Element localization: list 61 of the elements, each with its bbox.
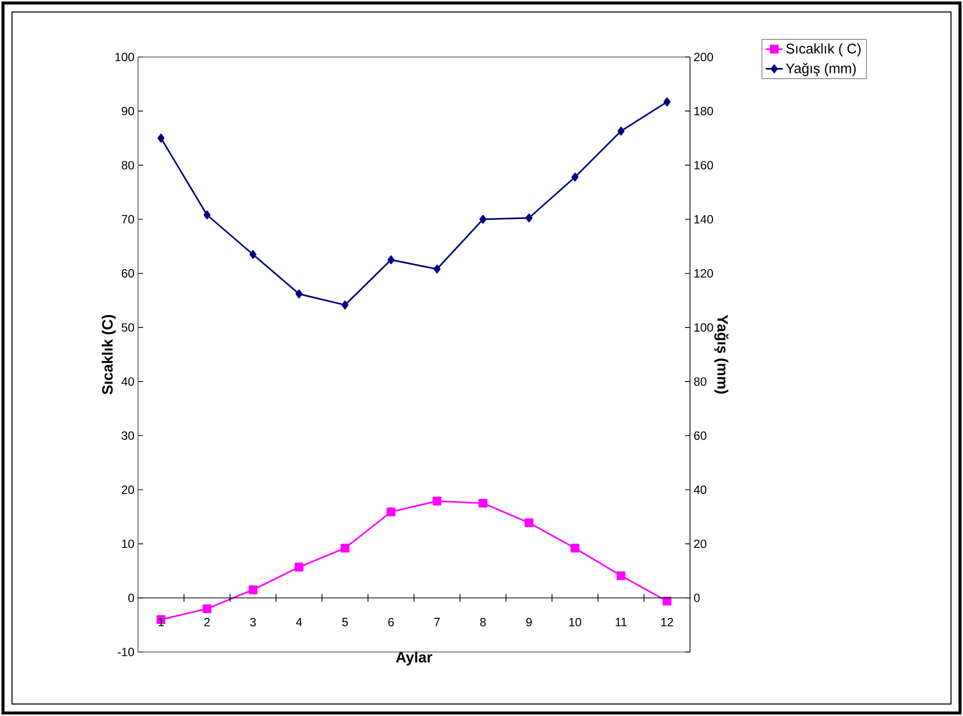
y2-tick-label: 0 xyxy=(694,594,700,602)
y-tick-label: 10 xyxy=(122,540,134,548)
y-tick-label: 50 xyxy=(122,323,134,332)
point xyxy=(664,97,671,106)
legend-label: Yağış (mm) xyxy=(786,62,856,76)
x-tick-label: 2 xyxy=(204,618,210,626)
y-tick-label: 60 xyxy=(122,269,134,278)
point xyxy=(158,134,165,143)
point xyxy=(202,604,212,614)
y-axis-title: Sıcaklık (C) xyxy=(102,314,116,394)
y-tick-label: -10 xyxy=(118,648,134,656)
y2-tick-label: 120 xyxy=(694,269,714,278)
y2-tick-label: 160 xyxy=(694,160,714,170)
y-tick-label: 30 xyxy=(122,431,134,440)
point xyxy=(296,290,303,298)
x-tick-label: 10 xyxy=(569,618,582,626)
x-axis-title: Aylar xyxy=(396,652,432,666)
y-tick-label: 90 xyxy=(122,106,134,116)
point xyxy=(432,496,442,506)
point xyxy=(478,498,488,508)
y2-tick-label: 180 xyxy=(694,106,714,116)
point xyxy=(204,210,211,220)
point xyxy=(616,571,626,580)
y2-tick-label: 140 xyxy=(694,215,714,224)
point xyxy=(480,214,487,224)
point xyxy=(388,255,395,264)
x-tick-label: 7 xyxy=(434,618,440,626)
x-tick-label: 11 xyxy=(616,618,627,626)
legend-label: Sıcaklık ( C) xyxy=(786,43,861,56)
point xyxy=(248,585,258,594)
y2-tick-label: 20 xyxy=(694,540,706,548)
point xyxy=(572,172,579,182)
point xyxy=(526,214,533,222)
point xyxy=(570,544,580,553)
y2-axis-title: Yağış (mm) xyxy=(714,314,728,394)
y2-tick-label: 200 xyxy=(694,52,714,62)
x-tick-label: 9 xyxy=(526,618,532,626)
y2-tick-label: 80 xyxy=(694,377,706,386)
y-tick-label: 70 xyxy=(122,215,134,224)
point xyxy=(524,518,534,528)
y2-tick-label: 100 xyxy=(694,323,714,332)
y-tick-label: 40 xyxy=(121,377,134,386)
point xyxy=(250,250,257,259)
y-tick-label: 80 xyxy=(122,160,134,170)
x-tick-label: 5 xyxy=(342,618,348,626)
y2-tick-label: 60 xyxy=(694,431,706,440)
x-tick-label: 6 xyxy=(388,618,394,626)
x-tick-label: 8 xyxy=(480,618,486,626)
point xyxy=(386,508,396,516)
point xyxy=(340,544,350,553)
x-tick-label: 3 xyxy=(250,618,256,626)
y2-tick-label: 40 xyxy=(694,485,706,494)
y-tick-label: 100 xyxy=(115,52,134,62)
y-tick-label: 20 xyxy=(122,485,134,494)
point xyxy=(434,264,441,274)
x-tick-label: 4 xyxy=(296,618,302,626)
point xyxy=(342,300,349,310)
y-tick-label: 0 xyxy=(128,594,134,602)
point xyxy=(618,126,625,136)
x-tick-label: 12 xyxy=(661,618,674,626)
point xyxy=(294,562,304,572)
